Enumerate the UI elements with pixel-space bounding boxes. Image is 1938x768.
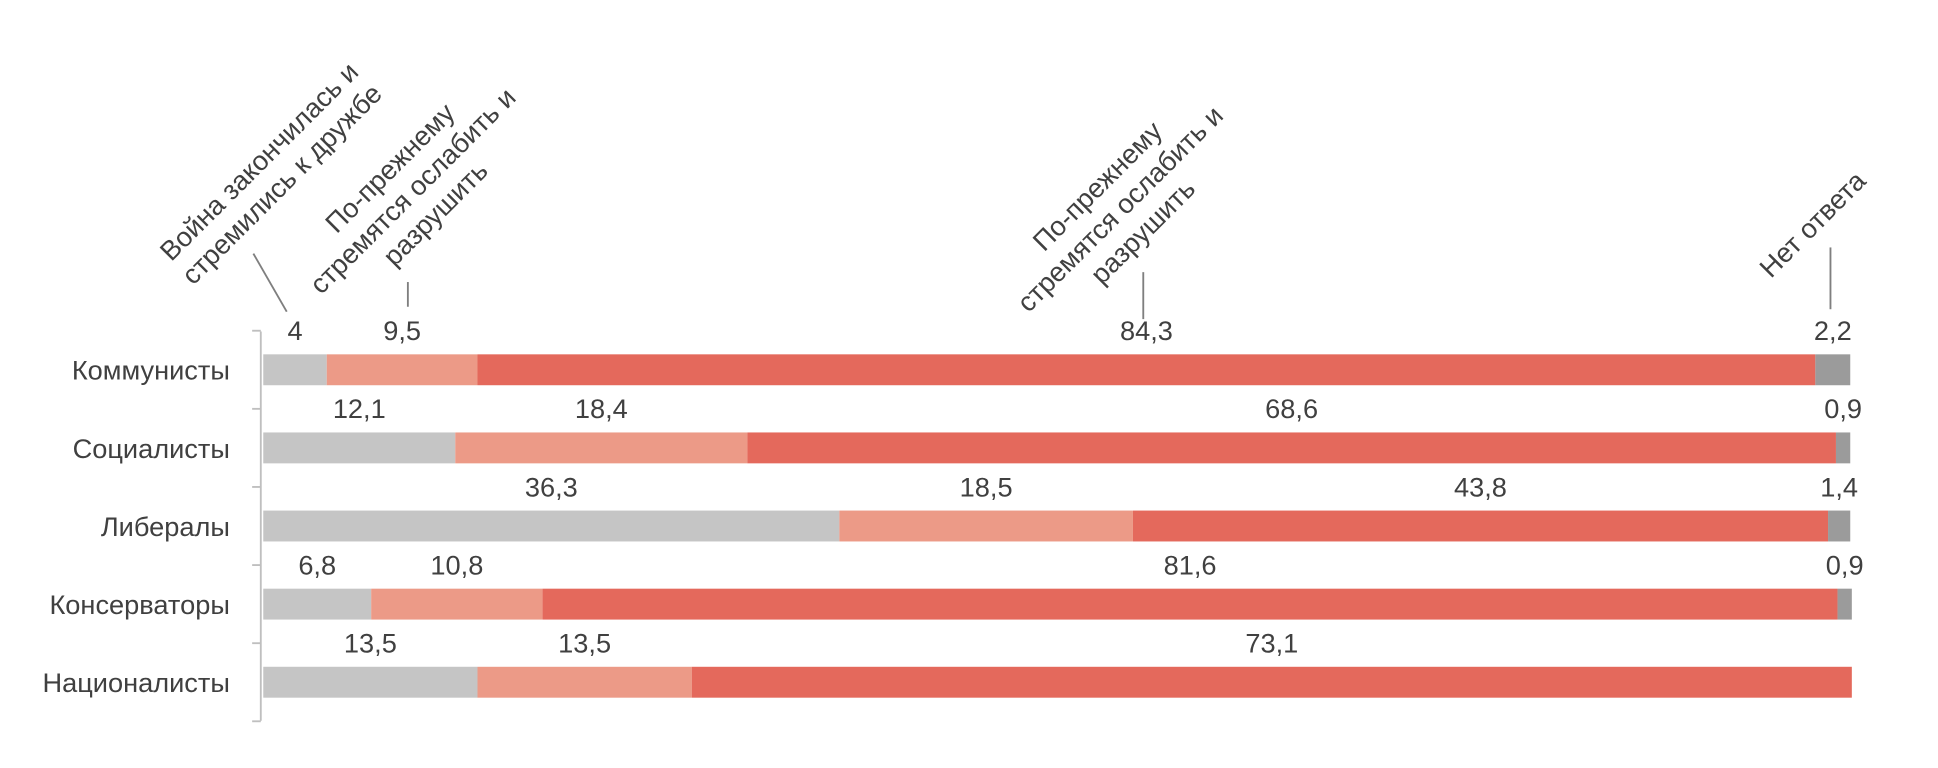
bar-segment: [455, 432, 748, 464]
bar-segment: [326, 354, 478, 386]
data-label: 73,1: [1245, 628, 1298, 659]
bar-segment: [1837, 588, 1852, 620]
data-label: 84,3: [1120, 315, 1173, 346]
data-label: 81,6: [1164, 549, 1217, 580]
data-label: 18,4: [575, 393, 628, 424]
bar-segment: [477, 354, 1816, 386]
bar-segment: [1132, 510, 1829, 542]
data-label: 13,5: [558, 628, 611, 659]
bar-segment: [747, 432, 1836, 464]
data-label: 0,9: [1826, 549, 1864, 580]
data-label: 68,6: [1265, 393, 1318, 424]
bar-segment: [691, 666, 1852, 698]
category-label: Социалисты: [73, 433, 230, 464]
bar-segment: [263, 588, 372, 620]
bar-segment: [263, 510, 840, 542]
data-label: 6,8: [298, 549, 336, 580]
series-label: По-прежнемустремятся ослабить иразрушить: [988, 77, 1252, 341]
leader-line: [252, 253, 288, 313]
data-label: 2,2: [1814, 315, 1852, 346]
category-label: Консерваторы: [49, 589, 229, 620]
bar-segment: [263, 432, 456, 464]
bar-segment: [477, 666, 692, 698]
series-label: Нет ответа: [1753, 164, 1872, 283]
data-label: 10,8: [430, 549, 483, 580]
bar-segment: [263, 666, 478, 698]
bar-segment: [371, 588, 543, 620]
data-label: 13,5: [344, 628, 397, 659]
data-label: 43,8: [1454, 471, 1507, 502]
legend-label: Нет ответа: [1753, 164, 1872, 283]
bar-segment: [1815, 354, 1851, 386]
bar-segment: [1835, 432, 1851, 464]
bar-segment: [839, 510, 1133, 542]
bar-segment: [263, 354, 327, 386]
category-label: Националисты: [42, 667, 229, 698]
data-label: 0,9: [1824, 393, 1862, 424]
category-label: Либералы: [101, 511, 230, 542]
data-label: 36,3: [525, 471, 578, 502]
data-label: 12,1: [333, 393, 386, 424]
data-label: 4: [287, 315, 302, 346]
data-label: 18,5: [960, 471, 1013, 502]
data-label: 1,4: [1820, 471, 1858, 502]
legend-label: По-прежнемустремятся ослабить иразрушить: [988, 77, 1252, 341]
category-label: Коммунисты: [72, 355, 230, 386]
data-label: 9,5: [383, 315, 421, 346]
bar-segment: [542, 588, 1838, 620]
bar-segment: [1828, 510, 1851, 542]
